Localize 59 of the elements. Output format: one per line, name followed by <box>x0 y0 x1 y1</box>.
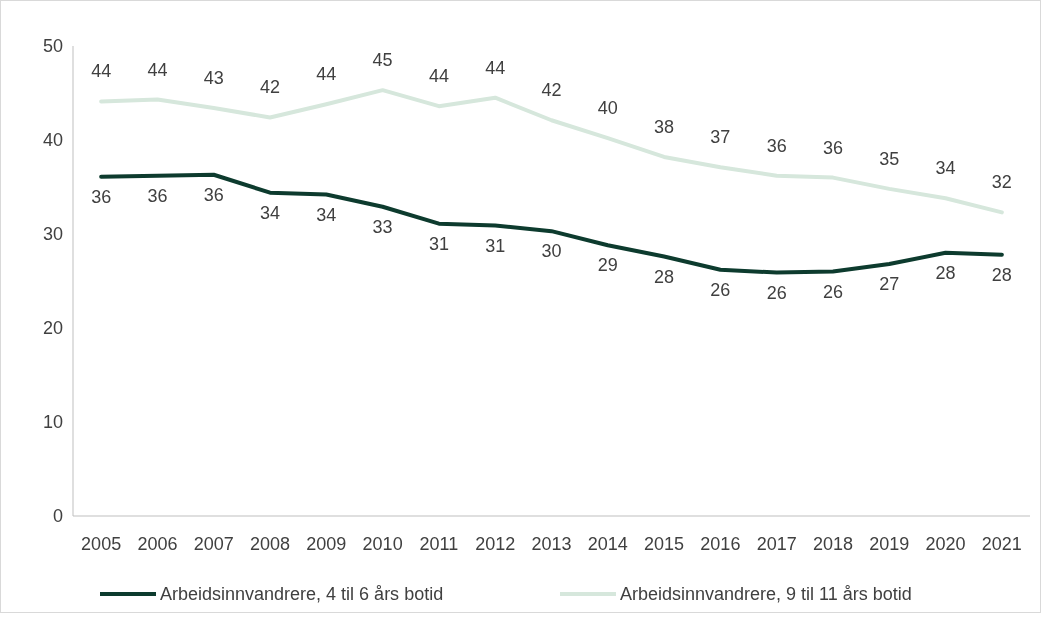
x-tick-label: 2015 <box>644 534 685 554</box>
data-label: 36 <box>766 135 787 156</box>
data-label: 44 <box>316 64 337 85</box>
data-label: 26 <box>822 281 843 302</box>
y-tick-label: 40 <box>42 130 63 151</box>
y-tick-label: 50 <box>42 36 63 57</box>
x-tick-label: 2005 <box>81 534 122 554</box>
data-label: 35 <box>879 148 900 169</box>
data-label: 37 <box>710 127 731 148</box>
x-tick-label: 2009 <box>306 534 347 554</box>
x-tick-label: 2019 <box>869 534 910 554</box>
data-label: 27 <box>879 274 900 295</box>
data-label: 36 <box>822 137 843 158</box>
data-label: 42 <box>260 77 281 98</box>
data-label: 38 <box>654 116 675 137</box>
data-label: 44 <box>91 61 112 82</box>
data-label: 36 <box>147 185 168 206</box>
data-label: 34 <box>935 158 956 179</box>
data-label: 36 <box>203 184 224 205</box>
x-tick-label: 2012 <box>475 534 516 554</box>
legend-label: Arbeidsinnvandrere, 9 til 11 års botid <box>620 584 912 605</box>
x-tick-label: 2016 <box>700 534 741 554</box>
data-label: 32 <box>991 172 1012 193</box>
data-label: 43 <box>203 68 224 89</box>
x-tick-label: 2018 <box>812 534 853 554</box>
x-tick-label: 2011 <box>419 534 459 554</box>
data-label: 28 <box>991 264 1012 285</box>
data-label: 28 <box>935 262 956 283</box>
data-label: 36 <box>91 186 112 207</box>
data-label: 44 <box>428 66 449 87</box>
data-label: 34 <box>316 204 337 225</box>
data-label: 40 <box>597 98 618 119</box>
y-tick-label: 30 <box>42 224 63 245</box>
y-tick-label: 10 <box>42 412 63 433</box>
data-label: 44 <box>485 57 506 78</box>
data-label: 33 <box>372 216 393 237</box>
data-label: 29 <box>597 255 618 276</box>
x-tick-label: 2017 <box>756 534 797 554</box>
legend-label: Arbeidsinnvandrere, 4 til 6 års botid <box>160 584 444 605</box>
x-tick-label: 2020 <box>925 534 966 554</box>
x-tick-label: 2013 <box>531 534 572 554</box>
x-tick-label: 2014 <box>587 534 628 554</box>
data-label: 26 <box>766 282 787 303</box>
data-label: 44 <box>147 59 168 80</box>
data-label: 34 <box>260 202 281 223</box>
y-tick-label: 0 <box>52 506 63 527</box>
data-label: 26 <box>710 279 731 300</box>
data-label: 28 <box>654 266 675 287</box>
x-tick-label: 2006 <box>137 534 178 554</box>
data-label: 31 <box>428 233 449 254</box>
x-tick-label: 2010 <box>362 534 403 554</box>
data-label: 30 <box>541 241 562 262</box>
y-tick-label: 20 <box>42 318 63 339</box>
x-tick-label: 2008 <box>250 534 291 554</box>
x-tick-label: 2007 <box>193 534 234 554</box>
data-label: 42 <box>541 80 562 101</box>
data-label: 31 <box>485 235 506 256</box>
x-tick-label: 2021 <box>981 534 1022 554</box>
data-label: 45 <box>372 50 393 71</box>
